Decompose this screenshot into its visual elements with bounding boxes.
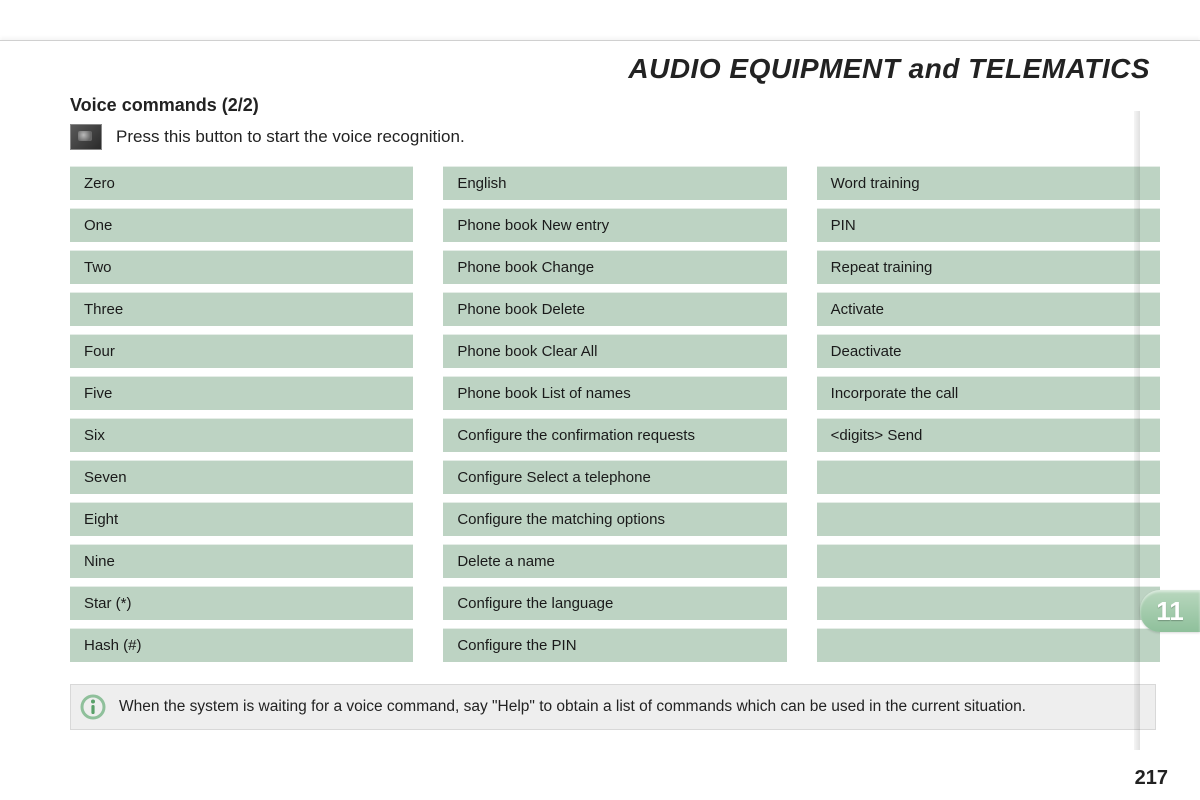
command-cell: Four bbox=[70, 334, 413, 368]
voice-button-icon bbox=[70, 124, 102, 150]
command-cell: One bbox=[70, 208, 413, 242]
command-cell: Configure the language bbox=[443, 586, 786, 620]
command-cell: Eight bbox=[70, 502, 413, 536]
command-cell: Seven bbox=[70, 460, 413, 494]
chapter-tab: 11 bbox=[1140, 590, 1200, 632]
command-cell: Configure the confirmation requests bbox=[443, 418, 786, 452]
page-subtitle: Voice commands (2/2) bbox=[70, 95, 1160, 116]
info-bar: When the system is waiting for a voice c… bbox=[70, 684, 1156, 730]
command-cell: Delete a name bbox=[443, 544, 786, 578]
command-column-3: Word training PIN Repeat training Activate D… bbox=[817, 166, 1160, 662]
command-cell: Six bbox=[70, 418, 413, 452]
command-cell: Zero bbox=[70, 166, 413, 200]
page-edge-shadow bbox=[1134, 111, 1140, 750]
command-cell: Star (*) bbox=[70, 586, 413, 620]
command-column-1: Zero One Two Three Four Five Six Seven Eight Nine… bbox=[70, 166, 413, 662]
command-cell: Phone book List of names bbox=[443, 376, 786, 410]
command-cell: Repeat training bbox=[817, 250, 1160, 284]
command-cell: Configure Select a telephone bbox=[443, 460, 786, 494]
command-cell: Phone book Change bbox=[443, 250, 786, 284]
command-cell: Activate bbox=[817, 292, 1160, 326]
manual-page: AUDIO EQUIPMENT and TELEMATICS Voice com… bbox=[0, 40, 1200, 800]
command-cell bbox=[817, 460, 1160, 494]
command-cell: English bbox=[443, 166, 786, 200]
command-cell: Deactivate bbox=[817, 334, 1160, 368]
command-cell: PIN bbox=[817, 208, 1160, 242]
command-cell bbox=[817, 628, 1160, 662]
command-cell: Nine bbox=[70, 544, 413, 578]
command-cell bbox=[817, 544, 1160, 578]
page-number: 217 bbox=[1135, 767, 1168, 790]
command-cell: Incorporate the call bbox=[817, 376, 1160, 410]
command-cell bbox=[817, 586, 1160, 620]
instruction-text: Press this button to start the voice rec… bbox=[116, 127, 465, 147]
command-cell bbox=[817, 502, 1160, 536]
command-column-2: English Phone book New entry Phone book Ch… bbox=[443, 166, 786, 662]
command-columns: Zero One Two Three Four Five Six Seven Eight Nine… bbox=[70, 166, 1160, 662]
command-cell: <digits> Send bbox=[817, 418, 1160, 452]
command-cell: Hash (#) bbox=[70, 628, 413, 662]
section-header: AUDIO EQUIPMENT and TELEMATICS bbox=[70, 53, 1160, 85]
command-cell: Word training bbox=[817, 166, 1160, 200]
instruction-row: Press this button to start the voice rec… bbox=[70, 124, 1160, 150]
command-cell: Configure the PIN bbox=[443, 628, 786, 662]
command-cell: Phone book New entry bbox=[443, 208, 786, 242]
command-cell: Configure the matching options bbox=[443, 502, 786, 536]
command-cell: Two bbox=[70, 250, 413, 284]
info-text: When the system is waiting for a voice c… bbox=[119, 697, 1026, 716]
info-icon bbox=[79, 693, 107, 721]
command-cell: Five bbox=[70, 376, 413, 410]
command-cell: Three bbox=[70, 292, 413, 326]
command-cell: Phone book Clear All bbox=[443, 334, 786, 368]
chapter-number: 11 bbox=[1156, 596, 1184, 627]
command-cell: Phone book Delete bbox=[443, 292, 786, 326]
